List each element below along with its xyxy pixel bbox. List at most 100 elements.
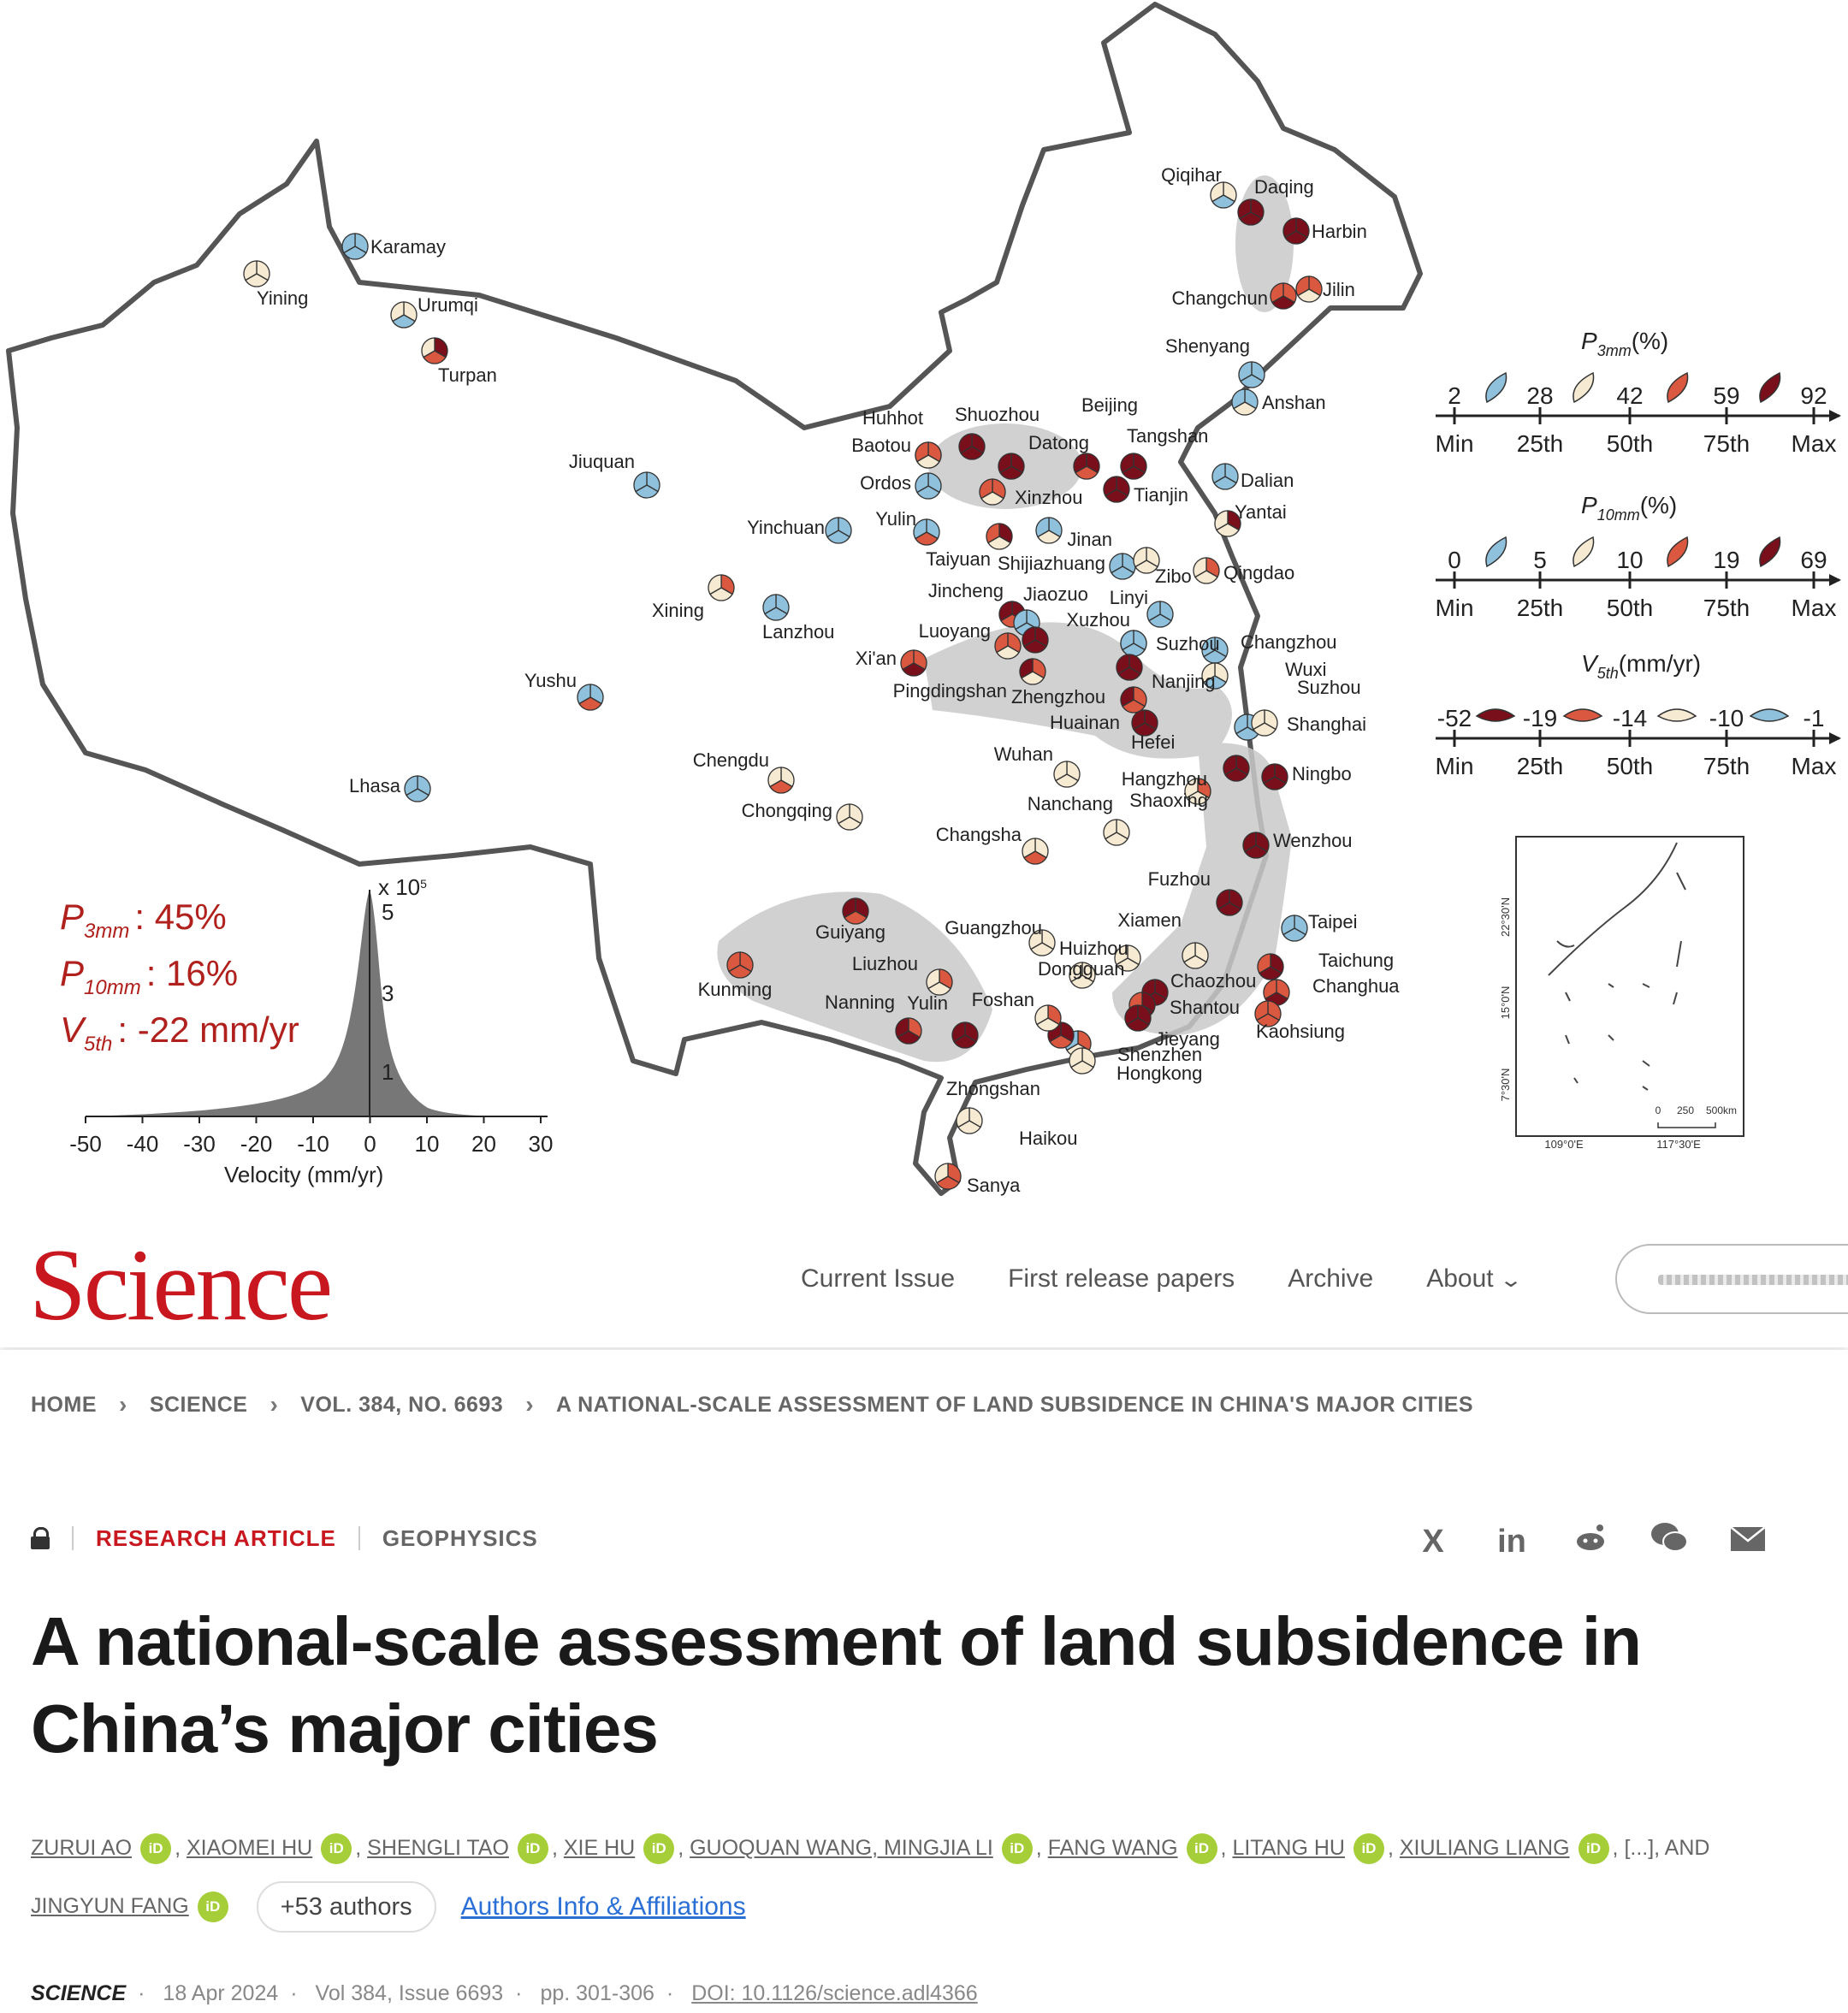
x-share-icon[interactable]: X [1422,1523,1444,1560]
orcid-icon[interactable]: iD [1001,1833,1033,1865]
nav-current-issue[interactable]: Current Issue [801,1264,956,1293]
pie-wedge [1231,388,1246,410]
city-label-yushu: Yushu [524,670,577,691]
inset-lon-label: 109°0'E [1544,1138,1584,1151]
city-label-hangzhou: Hangzhou [1122,768,1207,790]
share-bar: X in [1413,1521,1768,1562]
email-share-icon[interactable] [1728,1524,1768,1560]
authors-info-link[interactable]: Authors Info & Affiliations [460,1892,746,1921]
breadcrumb-issue[interactable]: VOL. 384, NO. 6693 [300,1392,504,1417]
city-marker-taiyuan [986,523,1013,550]
hist-xtick: -30 [183,1131,216,1157]
pie-wedge [1013,609,1028,631]
city-marker-linyi [1146,601,1174,628]
city-marker-jinan [1109,553,1136,580]
city-label-dalian: Dalian [1241,470,1294,491]
city-marker-jilin [1295,275,1323,303]
city-label-suzhou-2: Suzhou [1297,677,1361,698]
nav-about[interactable]: About ⌄ [1426,1264,1523,1294]
city-label-nanjing: Nanjing [1152,671,1216,692]
chevron-right-icon: › [119,1391,127,1418]
stat-v5th: V5th: -22 mm/yr [60,1009,299,1056]
article-subject[interactable]: GEOPHYSICS [382,1525,538,1551]
city-label-guiyang: Guiyang [815,921,886,943]
orcid-icon[interactable]: iD [197,1892,228,1923]
pie-wedge [1210,181,1224,203]
pie-wedge [1114,944,1128,966]
author-link[interactable]: ZURUI AO [31,1836,133,1860]
stat-p10mm: P10mm: 16% [60,953,238,999]
breadcrumb-journal[interactable]: SCIENCE [149,1392,248,1417]
orcid-icon[interactable]: iD [1186,1833,1217,1865]
nav-first-release-papers[interactable]: First release papers [1008,1264,1235,1293]
author-link[interactable]: GUOQUAN WANG, MINGJIA LI [690,1836,993,1860]
orcid-icon[interactable]: iD [517,1833,548,1865]
nav-archive[interactable]: Archive [1288,1264,1374,1293]
more-authors-button[interactable]: +53 authors [256,1881,436,1933]
pie-wedge [1103,476,1117,497]
author-link[interactable]: FANG WANG [1047,1836,1178,1860]
search-input[interactable] [1615,1244,1848,1314]
pie-wedge [895,1017,909,1039]
author-link[interactable]: XIAOMEI HU [186,1836,313,1860]
pie-wedge [762,594,777,615]
pie-wedge [934,1163,949,1184]
pie-wedge [1053,761,1068,782]
city-marker-huainan [1120,686,1147,713]
pie-wedge [1022,838,1036,859]
city-label-changchun: Changchun [1171,287,1268,309]
author-link[interactable]: JINGYUN FANG [31,1894,189,1918]
breadcrumb-home[interactable]: HOME [31,1392,97,1417]
city-marker-jiuquan [633,471,660,499]
linkedin-share-icon[interactable]: in [1497,1523,1526,1560]
legend-value: 5 [1533,547,1547,573]
legend-value: 19 [1713,547,1739,573]
science-logo[interactable]: Science [29,1228,333,1341]
reddit-share-icon[interactable] [1571,1523,1610,1560]
city-marker-zibo [1133,547,1160,574]
pie-wedge [842,897,856,919]
pie-wedge [998,453,1012,474]
pie-wedge [708,574,722,595]
city-label-linyi: Linyi [1110,587,1148,608]
orcid-icon[interactable]: iD [1353,1833,1384,1865]
orcid-icon[interactable]: iD [643,1833,675,1865]
city-marker-fuzhou [1216,889,1243,916]
hist-xtick: 20 [471,1131,496,1157]
wechat-share-icon[interactable] [1650,1521,1689,1562]
pie-wedge [1116,654,1130,675]
pie-wedge [1257,953,1271,974]
hist-xtick: -20 [240,1131,273,1157]
city-marker-shaoxing [1184,778,1211,805]
city-label-chengdu: Chengdu [693,749,769,771]
orcid-icon[interactable]: iD [321,1833,352,1865]
pie-wedge [404,775,418,796]
pie-wedge [1251,709,1265,731]
city-marker-shuozhou [958,433,986,460]
author-link[interactable]: SHENGLI TAO [367,1836,509,1860]
city-pie-markers [243,181,1323,1190]
city-marker-tianjin [1103,476,1130,503]
pie-wedge [1131,709,1146,731]
orcid-icon[interactable]: iD [1578,1833,1609,1865]
orcid-icon[interactable]: iD [140,1833,172,1865]
city-marker-nanjing [1116,654,1143,681]
author-link[interactable]: LITANG HU [1232,1836,1345,1860]
city-marker-xian [900,649,927,677]
city-label-lhasa: Lhasa [349,775,401,796]
pie-wedge [1103,819,1117,840]
article-type[interactable]: RESEARCH ARTICLE [96,1525,336,1551]
pie-wedge [1133,547,1147,568]
author-link[interactable]: XIE HU [563,1836,636,1860]
article-title: A national-scale assessment of land subs… [31,1603,1642,1767]
pie-wedge [915,441,929,463]
hist-xtick: -40 [127,1131,159,1157]
city-marker-liuzhou [926,968,953,996]
city-label-shaoxing: Shaoxing [1129,790,1208,811]
legend-rank: Min [1435,595,1473,621]
city-marker-daqing [1237,198,1265,226]
city-label-nanning: Nanning [825,992,895,1013]
legend-value: 59 [1713,382,1739,409]
author-link[interactable]: XIULIANG LIANG [1399,1836,1570,1860]
doi-link[interactable]: DOI: 10.1126/science.adl4366 [691,1981,978,2005]
